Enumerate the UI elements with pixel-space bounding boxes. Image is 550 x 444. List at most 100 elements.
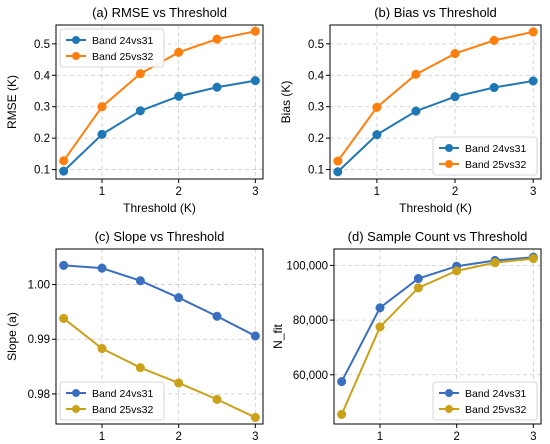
- y-tick-label: 60,000: [293, 370, 328, 382]
- y-tick-label: 100,000: [286, 260, 328, 272]
- legend-label-1: Band 24vs31: [465, 143, 526, 155]
- data-point: [59, 166, 69, 176]
- data-point: [528, 254, 538, 264]
- y-tick-label: 0.3: [308, 102, 324, 114]
- x-axis-label: Threshold (K): [399, 201, 472, 215]
- series-line-2: [63, 317, 256, 419]
- legend-label-2: Band 25vs32: [92, 51, 153, 63]
- x-tick-label: 1: [99, 431, 105, 443]
- data-point: [413, 283, 423, 293]
- x-tick-label: 1: [377, 431, 383, 443]
- legend-marker-2: [72, 405, 80, 413]
- x-tick-label: 1: [99, 186, 105, 198]
- chart-title: (c) Slope vs Threshold: [95, 229, 225, 244]
- legend-marker-2: [72, 52, 80, 60]
- y-tick-label: 0.5: [308, 39, 324, 51]
- data-point: [489, 82, 499, 93]
- data-point: [528, 76, 538, 86]
- x-tick-label: 1: [374, 186, 380, 198]
- y-tick-label: 0.4: [34, 70, 51, 82]
- data-point: [97, 263, 107, 273]
- chart-title: (d) Sample Count vs Threshold: [348, 229, 528, 244]
- x-tick-label: 2: [175, 186, 181, 198]
- data-point: [450, 49, 460, 59]
- data-point: [337, 409, 347, 419]
- legend-box: [59, 28, 165, 68]
- data-point: [452, 266, 462, 276]
- legend: Band 24vs31 Band 25vs32: [432, 136, 538, 176]
- series-line-2: [340, 257, 534, 415]
- data-point: [135, 276, 145, 286]
- data-point: [489, 35, 499, 45]
- data-point: [135, 69, 145, 79]
- legend: Band 24vs31 Band 25vs32: [59, 28, 165, 68]
- y-tick-label: 0.3: [34, 102, 50, 114]
- data-point: [250, 331, 260, 341]
- y-tick-label: 0.1: [34, 165, 50, 177]
- data-point: [250, 412, 260, 422]
- series-line-1: [340, 256, 534, 383]
- x-tick-label: 2: [453, 431, 459, 443]
- panel-3: (c) Slope vs Threshold1230.980.991.00Thr…: [5, 229, 264, 443]
- y-tick-label: 0.4: [308, 70, 325, 82]
- data-point: [450, 92, 460, 102]
- plot-frame: [55, 248, 264, 425]
- legend-box: [432, 136, 538, 176]
- data-point: [411, 69, 421, 79]
- data-point: [174, 47, 184, 57]
- legend-label-1: Band 24vs31: [92, 388, 153, 400]
- legend-marker-1: [445, 389, 453, 397]
- data-point: [97, 343, 107, 354]
- data-point: [337, 377, 347, 387]
- y-tick-label: 0.98: [28, 389, 50, 401]
- data-point: [212, 34, 222, 44]
- legend-label-2: Band 25vs32: [465, 404, 526, 416]
- data-point: [59, 260, 69, 270]
- data-point: [174, 293, 184, 303]
- data-point: [135, 363, 145, 373]
- data-point: [372, 102, 382, 112]
- legend-label-2: Band 25vs32: [465, 159, 526, 171]
- data-point: [375, 322, 385, 332]
- legend-marker-1: [72, 36, 80, 44]
- series-line-1: [63, 264, 256, 337]
- chart-title: (a) RMSE vs Threshold: [92, 5, 227, 20]
- data-point: [212, 82, 222, 92]
- series-line-1: [337, 79, 534, 173]
- x-axis-label: Threshold (K): [123, 201, 196, 215]
- chart-title: (b) Bias vs Threshold: [374, 5, 497, 20]
- data-point: [333, 156, 343, 166]
- x-tick-label: 3: [252, 186, 258, 198]
- y-tick-label: 0.2: [34, 133, 50, 145]
- x-tick-label: 3: [530, 431, 536, 443]
- panel-2: (b) Bias vs Threshold 1 2 3 0.1 0.2 0.3 0.4 0.5 T…: [279, 5, 542, 215]
- data-point: [212, 311, 222, 321]
- legend-label-1: Band 24vs31: [465, 388, 526, 400]
- series-line-2: [337, 30, 534, 162]
- x-tick-label: 2: [452, 186, 458, 198]
- plot-frame: [55, 24, 264, 180]
- x-tick-label: 3: [252, 431, 258, 443]
- legend-marker-2: [445, 405, 453, 413]
- y-axis-label: RMSE (K): [5, 75, 19, 129]
- data-point: [490, 258, 500, 268]
- legend-marker-1: [445, 144, 453, 152]
- data-point: [212, 394, 222, 404]
- y-axis-label: Bias (K): [279, 81, 293, 124]
- data-point: [528, 27, 538, 37]
- data-point: [59, 313, 69, 324]
- data-point: [411, 106, 421, 116]
- plot-frame: [333, 248, 542, 425]
- plot-frame: [329, 24, 542, 180]
- series-line-1: [62, 79, 256, 172]
- data-point: [333, 167, 343, 177]
- legend-marker-2: [445, 160, 453, 168]
- legend-label-1: Band 24vs31: [92, 35, 153, 47]
- x-tick-label: 3: [530, 186, 536, 198]
- y-axis-label: Slope (a): [5, 312, 19, 361]
- y-axis-label: N_fit: [271, 324, 285, 349]
- data-point: [372, 130, 382, 140]
- legend: Band 24vs31 Band 25vs32: [432, 381, 538, 421]
- y-tick-label: 80,000: [293, 315, 328, 327]
